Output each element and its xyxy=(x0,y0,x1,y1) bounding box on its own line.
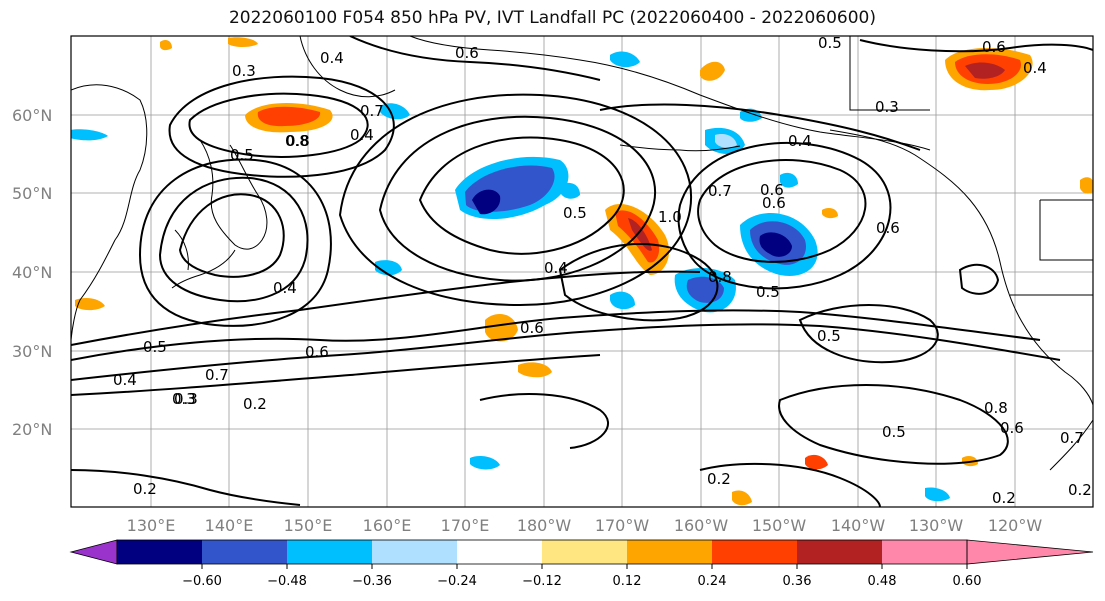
colorbar-swatch xyxy=(882,540,967,564)
pc-shading xyxy=(71,37,1093,506)
contour-label: 0.3 xyxy=(232,62,256,80)
contour-label: 0.3 xyxy=(172,390,196,408)
colorbar-extend-min xyxy=(69,539,118,565)
lon-label: 160°E xyxy=(363,516,412,535)
colorbar-tick-label: −0.36 xyxy=(352,574,392,589)
map-frame xyxy=(70,35,1094,508)
contour-label: 0.4 xyxy=(1023,59,1047,77)
colorbar-tick-label: 0.60 xyxy=(953,574,982,589)
lon-label: 160°W xyxy=(674,516,729,535)
pv-contours xyxy=(71,36,1093,507)
lon-label: 130°W xyxy=(909,516,964,535)
colorbar-tick-label: 0.12 xyxy=(613,574,642,589)
contour-label: 0.6 xyxy=(762,194,786,212)
lon-label: 150°W xyxy=(752,516,807,535)
lon-label: 180°W xyxy=(517,516,572,535)
colorbar-ticks xyxy=(201,564,968,569)
contour-label: 0.4 xyxy=(273,279,297,297)
map-title: 2022060100 F054 850 hPa PV, IVT Landfall… xyxy=(228,8,876,28)
contour-label: 0.4 xyxy=(788,132,812,150)
contour-label: 0.3 xyxy=(875,98,899,116)
contour-label: 0.4 xyxy=(113,371,137,389)
latitude-labels: 60°N 50°N 40°N 30°N 20°N xyxy=(12,106,52,439)
lon-label: 120°W xyxy=(988,516,1043,535)
contour-label: 0.5 xyxy=(882,423,906,441)
colorbar-tick-label: −0.12 xyxy=(522,574,562,589)
contour-label: 0.7 xyxy=(708,182,732,200)
colorbar-tick-label: 0.48 xyxy=(868,574,897,589)
colorbar-tick-label: −0.48 xyxy=(267,574,307,589)
contour-label: 0.5 xyxy=(756,283,780,301)
contour-label: 0.5 xyxy=(818,34,842,52)
contour-label: 0.4 xyxy=(544,259,568,277)
lat-label: 50°N xyxy=(12,184,52,203)
lon-label: 170°W xyxy=(595,516,650,535)
contour-label: 0.8 xyxy=(708,268,732,286)
contour-label: 0.6 xyxy=(982,38,1006,56)
contour-label: 0.2 xyxy=(1068,481,1092,499)
lon-label: 150°E xyxy=(284,516,333,535)
contour-label: 0.5 xyxy=(143,338,167,356)
colorbar-swatch xyxy=(712,540,797,564)
contour-label: 1.0 xyxy=(658,208,682,226)
colorbar-tick-label: 0.36 xyxy=(783,574,812,589)
contour-label: 0.2 xyxy=(992,489,1016,507)
contour-label: 0.5 xyxy=(563,204,587,222)
colorbar-tick-label: 0.24 xyxy=(698,574,727,589)
contour-label: 0.2 xyxy=(707,470,731,488)
contour-label: 0.4 xyxy=(320,49,344,67)
map-background xyxy=(71,36,1093,507)
lat-label: 60°N xyxy=(12,106,52,125)
colorbar: −0.60 −0.48 −0.36 −0.24 −0.12 0.12 0.24 … xyxy=(69,539,1094,589)
lat-label: 20°N xyxy=(12,420,52,439)
coastlines xyxy=(71,36,1093,471)
colorbar-swatch xyxy=(287,540,372,564)
contour-label: 0.7 xyxy=(360,102,384,120)
contour-label: 0.6 xyxy=(1000,419,1024,437)
colorbar-tick-label: −0.60 xyxy=(182,574,222,589)
lon-label: 140°W xyxy=(831,516,886,535)
colorbar-tick-label: −0.24 xyxy=(437,574,477,589)
contour-labels: 0.2 0.3 0.4 0.5 0.6 0.7 0.8 1.0 0.4 0.5 … xyxy=(113,34,1092,507)
contour-label: 0.5 xyxy=(230,146,254,164)
colorbar-swatch xyxy=(372,540,457,564)
lat-label: 40°N xyxy=(12,263,52,282)
colorbar-swatch xyxy=(542,540,627,564)
contour-label: 0.3 xyxy=(174,390,198,408)
longitude-labels: 130°E 140°E 150°E 160°E 170°E 180°W 170°… xyxy=(127,516,1043,535)
lon-label: 170°E xyxy=(441,516,490,535)
colorbar-swatch xyxy=(202,540,287,564)
lon-label: 130°E xyxy=(127,516,176,535)
contour-label: 0.7 xyxy=(205,366,229,384)
lon-label: 140°E xyxy=(205,516,254,535)
contour-label: 0.6 xyxy=(876,219,900,237)
colorbar-swatch xyxy=(797,540,882,564)
lat-label: 30°N xyxy=(12,342,52,361)
contour-label: 0.4 xyxy=(350,126,374,144)
contour-label: 0.8 xyxy=(285,132,309,150)
colorbar-swatch xyxy=(117,540,202,564)
colorbar-swatch xyxy=(457,540,542,564)
colorbar-swatch xyxy=(627,540,712,564)
contour-label: 0.2 xyxy=(243,395,267,413)
contour-label: 0.8 xyxy=(286,132,310,150)
contour-label: 0.7 xyxy=(1060,429,1084,447)
contour-label: 0.6 xyxy=(760,181,784,199)
contour-label: 0.8 xyxy=(984,399,1008,417)
contour-label: 0.6 xyxy=(455,44,479,62)
contour-label: 0.5 xyxy=(817,327,841,345)
contour-label: 0.6 xyxy=(305,343,329,361)
contour-label: 0.6 xyxy=(520,319,544,337)
contour-label: 0.2 xyxy=(133,480,157,498)
colorbar-extend-max xyxy=(966,539,1094,565)
